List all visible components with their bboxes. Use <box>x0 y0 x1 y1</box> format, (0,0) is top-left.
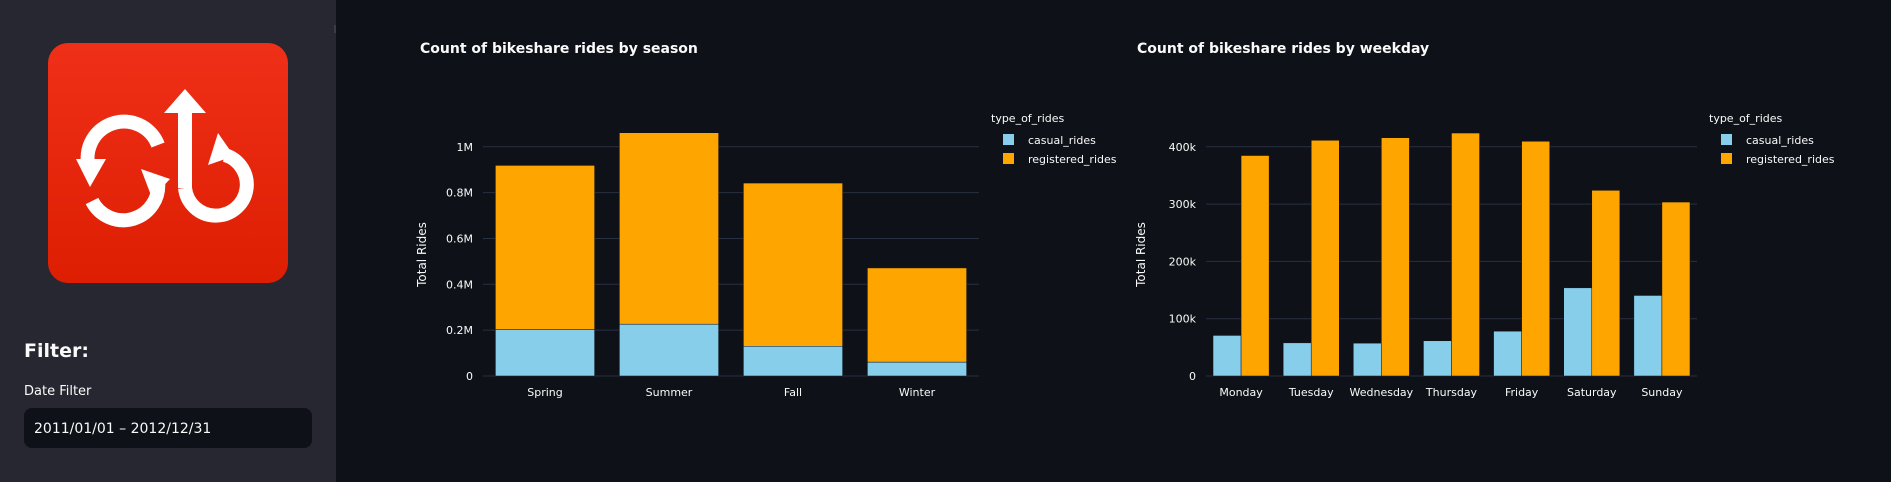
weekday-xtick-label: Monday <box>1219 386 1263 399</box>
weekday-bar-registered-rides <box>1310 140 1340 377</box>
weekday-bar-casual-rides <box>1633 295 1663 377</box>
weekday-legend-title: type_of_rides <box>1709 112 1783 125</box>
weekday-bar-casual-rides <box>1493 330 1522 377</box>
filter-title: Filter: <box>24 340 89 362</box>
weekday-bar-registered-rides <box>1591 190 1621 377</box>
season-ytick-label: 0.4M <box>446 278 473 291</box>
season-ytick-label: 0.6M <box>446 232 473 245</box>
season-bar-registered-rides <box>495 165 595 330</box>
date-filter-input[interactable]: 2011/01/01 – 2012/12/31 <box>24 408 312 448</box>
weekday-xtick-label: Saturday <box>1567 386 1617 399</box>
weekday-ylabel: Total Rides <box>1136 222 1148 288</box>
season-xtick-label: Winter <box>899 386 936 399</box>
weekday-xtick-label: Wednesday <box>1350 386 1414 399</box>
weekday-xtick-label: Friday <box>1505 386 1539 399</box>
season-xtick-label: Summer <box>646 386 693 399</box>
weekday-chart: 0 100k 200k 300k 400k Total Rides Monday Tuesda… <box>1136 112 1835 399</box>
weekday-ytick-label: 100k <box>1169 313 1197 326</box>
weekday-bar-casual-rides <box>1563 287 1593 377</box>
weekday-legend-label: casual_rides <box>1746 134 1814 147</box>
weekday-legend-swatch <box>1721 134 1732 145</box>
weekday-chart-title: Count of bikeshare rides by weekday <box>1137 41 1430 57</box>
weekday-ytick-label: 400k <box>1169 141 1197 154</box>
season-legend-label: casual_rides <box>1028 134 1096 147</box>
weekday-xtick-label: Tuesday <box>1288 386 1334 399</box>
weekday-bar-registered-rides <box>1451 132 1480 377</box>
weekday-xtick-label: Sunday <box>1641 386 1683 399</box>
season-bar-casual-rides <box>619 323 719 377</box>
sidebar: Filter: Date Filter 2011/01/01 – 2012/12… <box>0 0 336 482</box>
season-ytick-label: 0 <box>466 370 473 383</box>
weekday-bar-registered-rides <box>1240 155 1270 377</box>
date-filter-label: Date Filter <box>24 384 92 399</box>
season-xtick-label: Fall <box>784 386 802 399</box>
season-bar-registered-rides <box>743 182 843 347</box>
season-ylabel: Total Rides <box>415 222 429 288</box>
season-legend-swatch <box>1003 153 1014 164</box>
season-bar-casual-rides <box>867 361 967 377</box>
season-bar-casual-rides <box>495 329 595 377</box>
weekday-bar-casual-rides <box>1353 342 1382 377</box>
season-legend-label: registered_rides <box>1028 153 1117 166</box>
weekday-legend-swatch <box>1721 153 1732 164</box>
weekday-legend-label: registered_rides <box>1746 153 1835 166</box>
weekday-bar-registered-rides <box>1381 137 1410 377</box>
bike-share-arrows-icon <box>76 89 254 228</box>
season-bar-registered-rides <box>867 267 967 363</box>
weekday-ytick-label: 300k <box>1169 198 1197 211</box>
season-chart-title: Count of bikeshare rides by season <box>420 41 698 57</box>
season-xtick-label: Spring <box>527 386 563 399</box>
weekday-bar-registered-rides <box>1661 201 1691 377</box>
season-bar-registered-rides <box>619 132 719 325</box>
weekday-ytick-label: 200k <box>1169 255 1197 268</box>
weekday-xtick-label: Thursday <box>1425 386 1478 399</box>
weekday-bar-casual-rides <box>1282 342 1312 377</box>
weekday-bar-registered-rides <box>1521 141 1550 377</box>
season-ytick-label: 0.8M <box>446 187 473 200</box>
season-legend-swatch <box>1003 134 1014 145</box>
bikeshare-logo <box>48 43 288 283</box>
season-legend-title: type_of_rides <box>991 112 1065 125</box>
season-ytick-label: 0.2M <box>446 324 473 337</box>
weekday-bar-casual-rides <box>1212 335 1242 377</box>
season-chart: 0 0.2M 0.4M 0.6M 0.8M 1M Total Rides Spring Summ… <box>415 112 1117 399</box>
sidebar-collapse-handle[interactable] <box>334 25 336 33</box>
season-bar-casual-rides <box>743 345 843 377</box>
weekday-ytick-label: 0 <box>1189 370 1196 383</box>
weekday-bar-casual-rides <box>1423 340 1452 377</box>
season-ytick-label: 1M <box>457 141 474 154</box>
